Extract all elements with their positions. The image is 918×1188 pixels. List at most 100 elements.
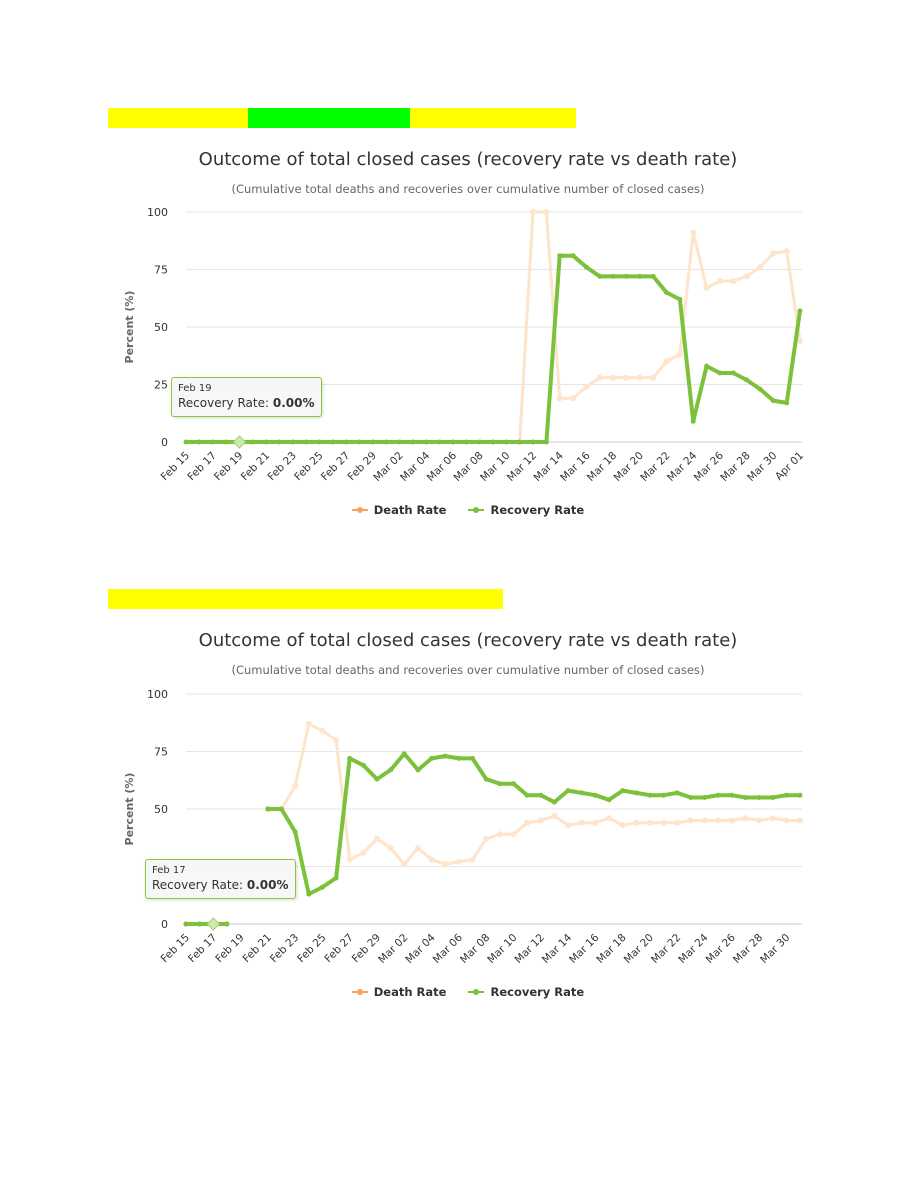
data-point: [688, 795, 694, 800]
x-tick-label: Feb 21: [239, 450, 272, 483]
data-point: [677, 296, 683, 302]
data-point: [456, 755, 462, 761]
x-tick-label: Mar 10: [485, 932, 519, 966]
data-point: [330, 439, 336, 445]
data-point: [579, 790, 585, 796]
data-point: [463, 439, 469, 445]
tooltip-date: Feb 19: [178, 383, 212, 394]
x-tick-label: Mar 08: [458, 932, 492, 966]
series-recovery-rate: [183, 751, 803, 927]
data-point: [517, 439, 523, 445]
data-point: [223, 439, 229, 445]
legend-label-death-rate: Death Rate: [373, 503, 447, 517]
data-point: [610, 273, 616, 279]
data-point: [538, 792, 544, 798]
data-point: [490, 439, 496, 445]
data-point: [633, 819, 640, 826]
data-point: [728, 817, 735, 824]
x-tick-label: Feb 27: [319, 450, 352, 483]
hover-marker: [232, 435, 247, 449]
legend-item-death-rate[interactable]: Death Rate: [351, 985, 447, 999]
tooltip-value: 0.00%: [272, 396, 315, 410]
y-tick-label: 75: [154, 264, 168, 277]
y-tick-label: 0: [161, 436, 168, 449]
data-point: [415, 845, 421, 852]
data-point: [442, 753, 448, 759]
data-point: [592, 819, 599, 826]
data-point: [429, 755, 435, 761]
x-tick-label: Mar 22: [649, 932, 683, 966]
data-point: [757, 264, 763, 271]
data-point: [770, 795, 776, 800]
data-point: [437, 439, 443, 445]
data-point: [292, 829, 298, 835]
data-point: [374, 835, 380, 842]
data-point: [636, 374, 643, 381]
data-point: [196, 439, 202, 445]
legend-item-recovery-rate[interactable]: Recovery Rate: [468, 503, 584, 517]
data-point: [483, 776, 489, 782]
legend-item-death-rate[interactable]: Death Rate: [351, 503, 447, 517]
data-point: [510, 831, 517, 838]
data-point: [415, 767, 421, 773]
data-point: [305, 720, 312, 727]
data-point: [250, 439, 256, 445]
chart-subtitle: (Cumulative total deaths and recoveries …: [231, 663, 705, 677]
data-point: [687, 817, 694, 824]
data-point: [624, 273, 629, 279]
highlight-bar-yellow-2: [410, 108, 576, 128]
data-point: [477, 439, 483, 445]
x-tick-label: Feb 17: [186, 932, 219, 965]
data-point: [783, 817, 790, 824]
x-tick-label: Mar 18: [594, 932, 628, 966]
data-point: [497, 781, 503, 787]
data-point: [524, 819, 531, 826]
data-point: [292, 783, 299, 789]
data-point: [620, 788, 626, 794]
data-point: [650, 273, 656, 279]
legend-item-recovery-rate[interactable]: Recovery Rate: [468, 985, 584, 999]
data-point: [702, 795, 707, 800]
data-point: [319, 884, 325, 890]
data-point: [743, 273, 750, 280]
data-point: [333, 737, 340, 743]
x-tick-label: Feb 19: [213, 932, 246, 965]
legend-label-death-rate: Death Rate: [373, 985, 447, 999]
data-point: [660, 819, 667, 826]
data-point: [370, 439, 376, 445]
data-point: [647, 792, 653, 798]
x-tick-label: Apr 01: [773, 450, 806, 483]
highlight-bar-green: [248, 108, 410, 128]
data-point: [423, 439, 429, 445]
recovery-rate-swatch-icon: [468, 505, 485, 515]
data-point: [374, 776, 380, 782]
data-point: [279, 806, 284, 812]
data-point: [557, 253, 563, 259]
data-point: [470, 755, 475, 761]
legend-label-recovery-rate: Recovery Rate: [490, 985, 585, 999]
data-point: [387, 845, 394, 852]
data-point: [619, 822, 626, 829]
data-point: [265, 806, 271, 812]
x-tick-label: Mar 30: [745, 450, 779, 484]
data-point: [742, 795, 748, 800]
data-point: [596, 374, 603, 381]
chart-1: Outcome of total closed cases (recovery …: [108, 140, 828, 530]
data-point: [715, 817, 722, 824]
x-tick-label: Mar 28: [731, 932, 765, 966]
data-point: [360, 849, 367, 856]
data-point: [276, 439, 282, 445]
tooltip-value: 0.00%: [246, 878, 289, 892]
data-point: [797, 792, 803, 798]
data-point: [717, 370, 723, 376]
data-point: [770, 398, 776, 404]
y-tick-label: 50: [154, 803, 168, 816]
data-point: [183, 439, 189, 445]
data-point: [578, 819, 585, 826]
y-tick-label: 75: [154, 746, 168, 759]
data-point: [303, 439, 309, 445]
data-point: [483, 835, 490, 842]
series-line: [518, 210, 802, 444]
data-point: [401, 861, 408, 868]
data-point: [450, 439, 456, 445]
